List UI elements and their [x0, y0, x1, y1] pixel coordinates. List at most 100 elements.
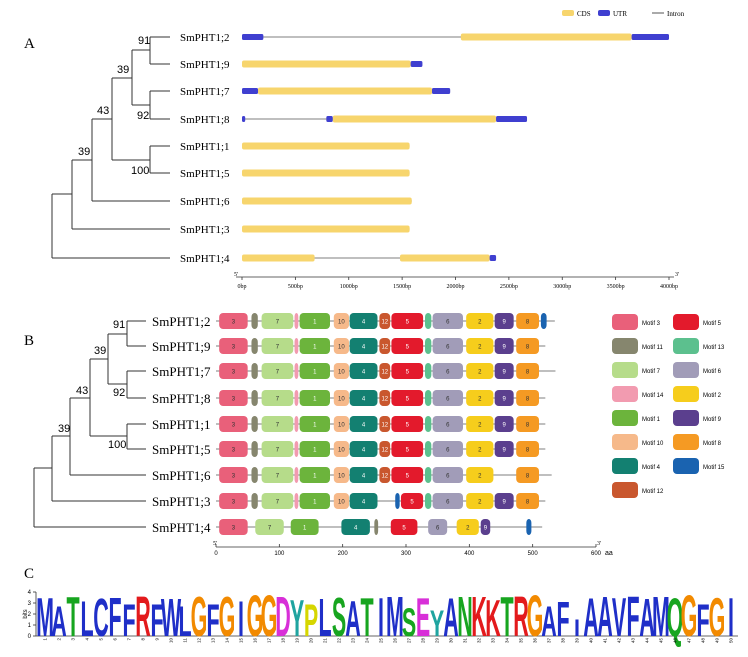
logo-position-label: 48	[701, 638, 706, 644]
motif-13-box	[425, 441, 432, 457]
logo-letter: M	[652, 586, 670, 649]
logo-position-label: 3	[71, 638, 76, 641]
motif-number: 3	[232, 474, 236, 480]
motif-8-box	[516, 467, 539, 483]
logo-y-tick-label: 1	[28, 623, 32, 629]
motif-number: 4	[362, 448, 366, 454]
motif-14-box	[294, 390, 299, 406]
axis-tick-label: 200	[338, 551, 349, 557]
motif-number: 5	[406, 320, 410, 326]
logo-position-label: 31	[463, 638, 468, 644]
motif-1-box	[290, 519, 319, 535]
motif-legend: Motif 3 Motif 5 Motif 11 Motif 13 Motif 7 Mot…	[612, 314, 725, 498]
logo-position-label: 47	[687, 638, 692, 644]
motif-14-box	[294, 493, 299, 509]
motif-number: 12	[381, 370, 388, 376]
motif-12-box	[379, 338, 391, 354]
logo-letter: A	[541, 598, 557, 646]
motif-number: 10	[338, 370, 345, 376]
panel-label-c: C	[24, 566, 34, 582]
motif-number: 8	[526, 500, 530, 506]
logo-letter: I	[238, 592, 244, 648]
logo-position-label: 15	[239, 638, 244, 644]
motif-4-box	[349, 313, 378, 329]
motif-11-box	[251, 363, 258, 379]
motif-6-box	[428, 519, 448, 535]
logo-position-label: 32	[477, 638, 482, 644]
legend-label: Motif 9	[703, 417, 722, 423]
motif-number: 1	[313, 397, 317, 403]
motif-number: 10	[338, 474, 345, 480]
logo-position-label: 19	[295, 638, 300, 644]
support-label: 43	[76, 385, 88, 397]
legend-label: Motif 15	[703, 465, 725, 471]
phylo-tree-a	[51, 36, 170, 259]
logo-position-label: 16	[253, 638, 258, 644]
logo-letter: A	[443, 586, 459, 648]
legend-swatch	[612, 410, 638, 426]
motif-13-box	[425, 313, 432, 329]
motif-1-box	[299, 313, 330, 329]
motif-number: 9	[502, 500, 506, 506]
logo-position-label: 11	[183, 638, 188, 643]
logo-position-label: 33	[491, 638, 496, 644]
motif-1-box	[299, 416, 330, 432]
motif-number: 6	[446, 474, 450, 480]
motif-14-box	[294, 467, 299, 483]
motif-6-box	[432, 441, 463, 457]
motif-4-box	[349, 467, 378, 483]
motif-number: 6	[436, 526, 440, 532]
logo-letter: Q	[667, 586, 684, 648]
logo-position-label: 25	[379, 638, 384, 644]
logo-position-label: 24	[365, 638, 370, 644]
logo-position-label: 49	[715, 638, 720, 644]
logo-letter: M	[386, 586, 404, 649]
motif-13-box	[425, 493, 432, 509]
motif-9-box	[494, 313, 514, 329]
motif-number: 10	[338, 320, 345, 326]
motif-number: 2	[478, 500, 482, 506]
motif-number: 7	[276, 474, 280, 480]
logo-letter: G	[709, 586, 726, 648]
motif-13-box	[425, 467, 432, 483]
motif-13-box	[425, 338, 432, 354]
motif-3-box	[219, 390, 248, 406]
legend-swatch	[673, 458, 699, 474]
legend-swatch	[673, 434, 699, 450]
phylo-tree-b	[33, 320, 146, 528]
logo-position-label: 7	[127, 638, 132, 641]
gene-label: SmPHT1;1	[152, 417, 211, 432]
motif-number: 8	[526, 423, 530, 429]
motif-number: 1	[313, 345, 317, 351]
motif-8-box	[516, 416, 539, 432]
motif-14-box	[294, 416, 299, 432]
motif-7-box	[261, 338, 294, 354]
logo-letter: F	[150, 595, 163, 646]
motif-number: 10	[338, 423, 345, 429]
motif-number: 3	[232, 526, 236, 532]
logo-letter: G	[191, 586, 208, 649]
gene-label: SmPHT1;3	[152, 494, 211, 509]
motif-axis: 5' 3' 0 100 200 300 400 500 600 aa	[213, 541, 613, 557]
motif-number: 12	[381, 423, 388, 429]
motif-number: 1	[303, 526, 307, 532]
logo-letter: K	[471, 586, 487, 649]
cds-segment	[332, 115, 497, 123]
motif-number: 7	[276, 397, 280, 403]
legend-label: Motif 11	[642, 345, 664, 351]
logo-position-label: 38	[561, 638, 566, 644]
motif-2-box	[466, 467, 494, 483]
motif-number: 8	[526, 474, 530, 480]
logo-letter: L	[178, 598, 191, 646]
motif-number: 5	[410, 500, 414, 506]
motif-6-box	[432, 493, 463, 509]
support-label: 39	[94, 345, 106, 357]
motif-number: 1	[313, 448, 317, 454]
motif-4-box	[349, 416, 378, 432]
motif-number: 3	[232, 320, 236, 326]
logo-position-label: 29	[435, 638, 440, 644]
motif-11-box	[251, 313, 258, 329]
motif-3-box	[219, 313, 248, 329]
motif-7-box	[255, 519, 284, 535]
motif-12-box	[379, 363, 391, 379]
